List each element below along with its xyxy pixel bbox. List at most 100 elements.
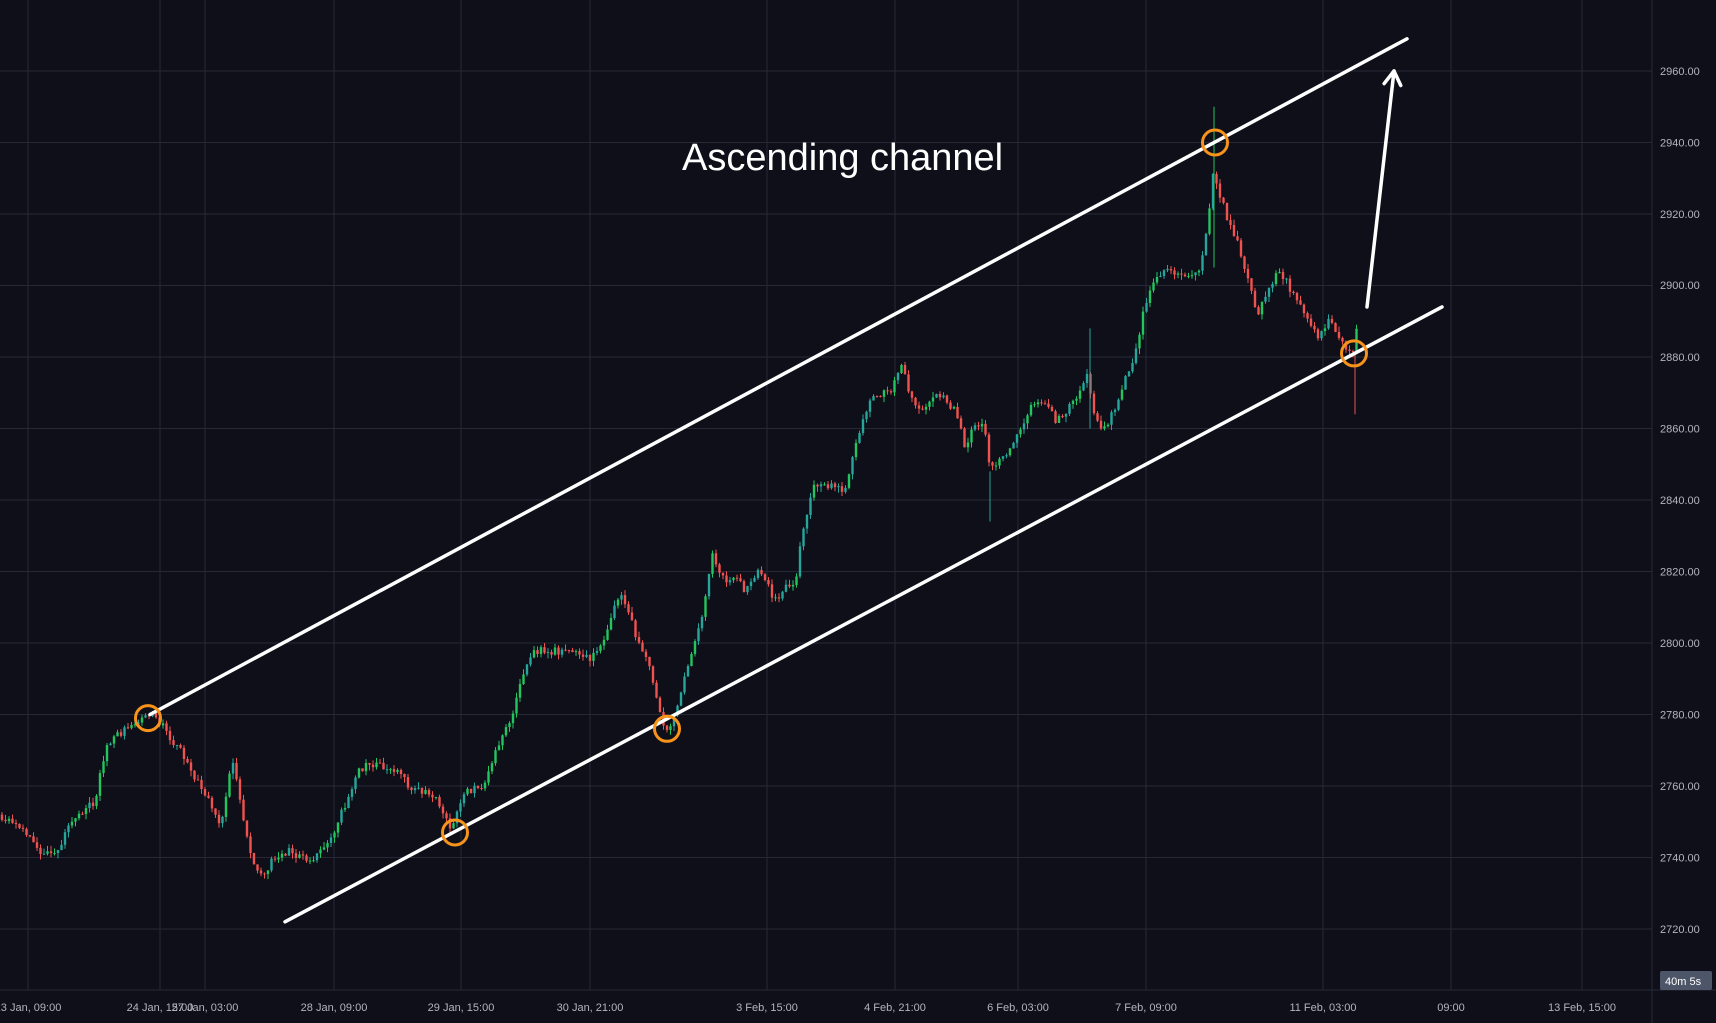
candle-up	[620, 595, 623, 600]
candle-up	[1201, 255, 1204, 271]
candle-up	[690, 653, 693, 666]
candle-up	[1113, 409, 1117, 413]
candle-down	[1050, 406, 1054, 412]
candle-up	[1026, 415, 1029, 424]
price-axis[interactable]: 2720.00 2740.00 2760.00 2780.00 2800.00 2820.…	[1651, 0, 1700, 1023]
candle-down	[1215, 173, 1218, 184]
candle-up	[231, 762, 235, 774]
candle-up	[781, 591, 784, 599]
candle-down	[721, 572, 725, 576]
candle-down	[210, 797, 214, 809]
candle-up	[1271, 284, 1274, 288]
candle-up	[966, 442, 970, 448]
x-tick-label: 23 Jan, 09:00	[0, 1002, 61, 1014]
candle-down	[564, 649, 567, 651]
candle-up	[322, 847, 326, 850]
candle-down	[725, 575, 728, 583]
candle-up	[112, 736, 116, 744]
candle-up	[970, 429, 973, 443]
candle-down	[1096, 413, 1099, 421]
x-tick-label: 29 Jan, 15:00	[428, 1002, 495, 1014]
candle-up	[95, 795, 98, 807]
candle-up	[1162, 270, 1166, 276]
candle-down	[39, 847, 42, 855]
y-tick-label: 2740.00	[1660, 853, 1700, 865]
candle-up	[228, 773, 231, 797]
candle-down	[550, 651, 553, 655]
candle-down	[648, 656, 651, 667]
candle-up	[329, 837, 333, 843]
candle-down	[826, 484, 830, 489]
candle-down	[1169, 268, 1173, 271]
candle-down	[1173, 270, 1176, 275]
candle-up	[140, 717, 144, 723]
candle-up	[385, 769, 389, 771]
channel-lower-line[interactable]	[283, 305, 1444, 924]
candle-up	[774, 597, 777, 599]
x-tick-label: 3 Feb, 15:00	[736, 1002, 798, 1014]
candle-down	[1054, 411, 1057, 423]
annotations: Ascending channel	[682, 137, 1003, 179]
candle-down	[634, 620, 637, 638]
candle-down	[168, 730, 172, 741]
candle-down	[770, 584, 774, 598]
candle-up	[1068, 403, 1071, 414]
candle-down	[301, 854, 305, 856]
candle-up	[1134, 348, 1138, 363]
candle-up	[224, 796, 228, 817]
candle-up	[375, 762, 378, 768]
candle-down	[543, 647, 546, 653]
candle-down	[238, 779, 242, 800]
candle-down	[361, 768, 364, 772]
candle-down	[581, 654, 585, 657]
candle-up	[84, 808, 88, 814]
candle-up	[336, 822, 340, 833]
candle-down	[991, 462, 994, 466]
candle-down	[1351, 351, 1355, 353]
candle-down	[14, 822, 18, 824]
candle-down	[578, 651, 581, 655]
candle-up	[795, 576, 798, 585]
candle-up	[809, 497, 812, 516]
candle-down	[1330, 318, 1334, 323]
candle-up	[1085, 373, 1089, 384]
candle-up	[1106, 424, 1110, 427]
candle-up	[952, 406, 956, 409]
candle-down	[35, 842, 39, 848]
candle-up	[693, 641, 697, 654]
candle-up	[56, 850, 60, 853]
candle-down	[945, 395, 949, 403]
candle-up	[511, 713, 515, 724]
candle-down	[938, 393, 942, 398]
countdown-label: 40m 5s	[1665, 976, 1702, 988]
x-tick-label: 6 Feb, 03:00	[987, 1002, 1049, 1014]
candle-up	[606, 629, 609, 640]
candle-up	[613, 605, 616, 618]
candle-down	[154, 713, 158, 718]
candle-up	[175, 744, 179, 746]
channel-upper-line[interactable]	[148, 37, 1409, 717]
candle-up	[1078, 390, 1082, 399]
candle-up	[508, 723, 511, 728]
candle-up	[942, 395, 945, 398]
candle-down	[1292, 291, 1295, 294]
candle-up	[1064, 413, 1068, 417]
candle-up	[1001, 456, 1005, 459]
candle-down	[25, 828, 28, 836]
candle-down	[889, 391, 893, 393]
candle-down	[907, 374, 910, 392]
candle-up	[707, 573, 711, 597]
candle-up	[599, 645, 602, 652]
candle-up	[1285, 278, 1288, 280]
candle-up	[896, 373, 900, 381]
last-price-badge	[1656, 276, 1716, 294]
candle-up	[865, 411, 868, 420]
candle-up	[529, 657, 532, 665]
candle-down	[378, 762, 382, 764]
candle-down	[833, 483, 837, 488]
candle-down	[623, 595, 627, 605]
candle-up	[546, 651, 550, 653]
candle-up	[424, 789, 427, 794]
